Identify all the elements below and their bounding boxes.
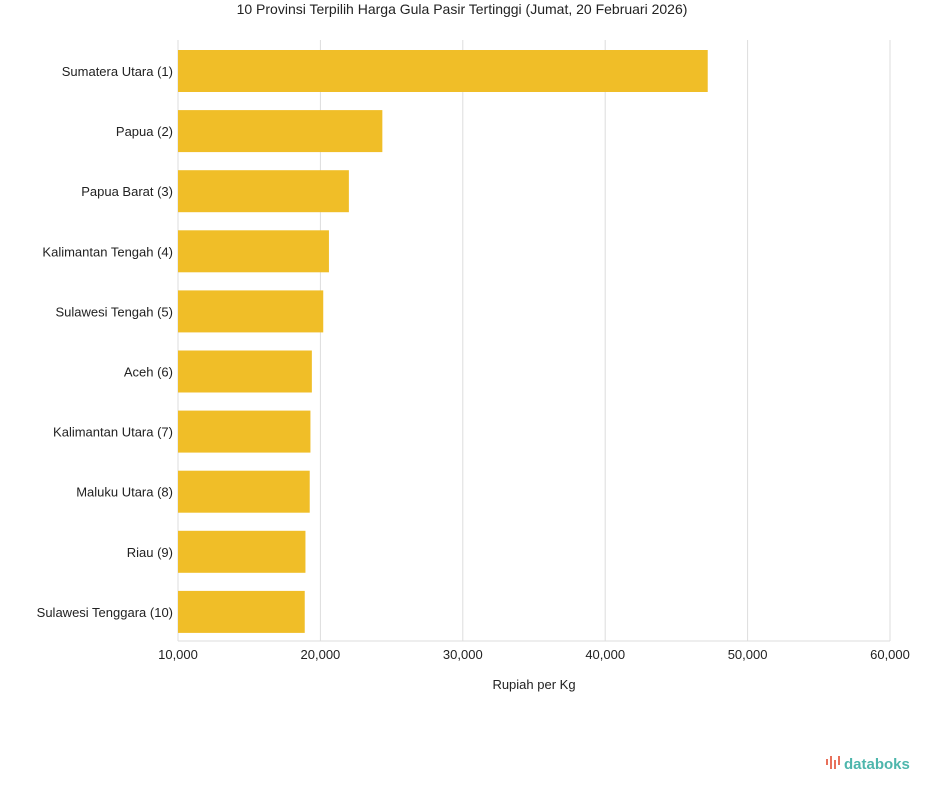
x-tick-label: 10,000 bbox=[158, 647, 198, 662]
databoks-logo: databoks bbox=[826, 756, 910, 773]
x-tick-label: 50,000 bbox=[728, 647, 768, 662]
svg-text:databoks: databoks bbox=[844, 756, 910, 773]
databoks-logo-icon bbox=[826, 756, 840, 769]
bar bbox=[178, 230, 329, 273]
chart-title: 10 Provinsi Terpilih Harga Gula Pasir Te… bbox=[237, 1, 688, 17]
x-tick-label: 30,000 bbox=[443, 647, 483, 662]
y-category-label: Sumatera Utara (1) bbox=[62, 64, 173, 79]
bar bbox=[178, 170, 349, 213]
y-category-label: Kalimantan Tengah (4) bbox=[42, 244, 173, 259]
bar bbox=[178, 350, 312, 393]
y-category-label: Papua (2) bbox=[116, 124, 173, 139]
x-tick-label: 60,000 bbox=[870, 647, 910, 662]
bar bbox=[178, 290, 324, 333]
y-category-label: Maluku Utara (8) bbox=[76, 485, 173, 500]
bar bbox=[178, 470, 310, 513]
bar bbox=[178, 590, 305, 633]
y-category-label: Papua Barat (3) bbox=[81, 184, 173, 199]
x-tick-label: 40,000 bbox=[585, 647, 625, 662]
bar bbox=[178, 530, 306, 573]
y-category-label: Sulawesi Tenggara (10) bbox=[37, 605, 173, 620]
y-category-label: Sulawesi Tengah (5) bbox=[55, 304, 173, 319]
bar bbox=[178, 110, 383, 153]
x-tick-label: 20,000 bbox=[301, 647, 341, 662]
bar bbox=[178, 50, 708, 92]
y-category-label: Kalimantan Utara (7) bbox=[53, 425, 173, 440]
x-axis-label: Rupiah per Kg bbox=[492, 677, 575, 692]
bar bbox=[178, 410, 311, 453]
y-category-label: Riau (9) bbox=[127, 545, 173, 560]
y-category-label: Aceh (6) bbox=[124, 365, 173, 380]
